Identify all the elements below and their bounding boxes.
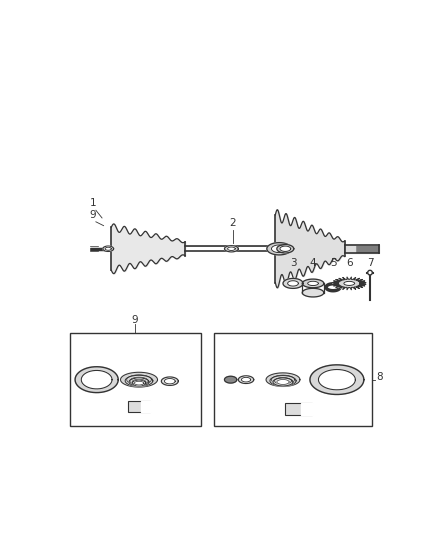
Polygon shape: [164, 378, 175, 384]
Text: 9: 9: [89, 210, 96, 220]
Text: 2: 2: [230, 217, 236, 228]
Polygon shape: [161, 377, 178, 385]
Polygon shape: [283, 278, 303, 288]
Polygon shape: [301, 403, 313, 415]
Polygon shape: [272, 245, 287, 253]
Circle shape: [367, 270, 372, 275]
Bar: [128, 401, 150, 412]
Polygon shape: [277, 379, 289, 384]
Polygon shape: [238, 376, 254, 384]
Polygon shape: [302, 279, 324, 288]
Polygon shape: [132, 381, 146, 386]
Polygon shape: [127, 375, 151, 385]
Polygon shape: [273, 378, 293, 386]
Polygon shape: [125, 375, 153, 386]
Polygon shape: [120, 372, 158, 387]
Polygon shape: [81, 370, 112, 389]
Text: 8: 8: [376, 372, 383, 382]
Polygon shape: [75, 367, 118, 393]
Polygon shape: [132, 379, 146, 385]
Polygon shape: [266, 373, 300, 386]
Polygon shape: [310, 365, 364, 394]
Bar: [70, 334, 201, 426]
Polygon shape: [241, 377, 251, 382]
Polygon shape: [277, 245, 294, 253]
Polygon shape: [318, 369, 355, 390]
Polygon shape: [141, 401, 151, 412]
Bar: [285, 403, 312, 415]
Text: 5: 5: [330, 259, 336, 269]
Text: 6: 6: [346, 259, 353, 269]
Polygon shape: [307, 281, 318, 286]
Polygon shape: [270, 376, 296, 386]
Text: 7: 7: [367, 259, 373, 269]
Polygon shape: [280, 246, 291, 252]
Polygon shape: [332, 277, 366, 290]
Polygon shape: [225, 246, 238, 252]
Text: 4: 4: [310, 259, 316, 269]
Polygon shape: [228, 247, 235, 251]
Bar: [214, 334, 371, 426]
Polygon shape: [129, 378, 149, 386]
Polygon shape: [134, 381, 144, 385]
Polygon shape: [302, 288, 324, 297]
Polygon shape: [275, 377, 291, 384]
Polygon shape: [267, 243, 291, 255]
Polygon shape: [288, 281, 298, 286]
Polygon shape: [105, 247, 111, 251]
Text: 1: 1: [89, 198, 96, 208]
Polygon shape: [103, 246, 113, 252]
Text: 9: 9: [132, 314, 138, 325]
Text: 3: 3: [290, 259, 297, 269]
Polygon shape: [130, 377, 148, 384]
Polygon shape: [272, 375, 294, 384]
Polygon shape: [225, 376, 237, 383]
Polygon shape: [344, 281, 355, 286]
